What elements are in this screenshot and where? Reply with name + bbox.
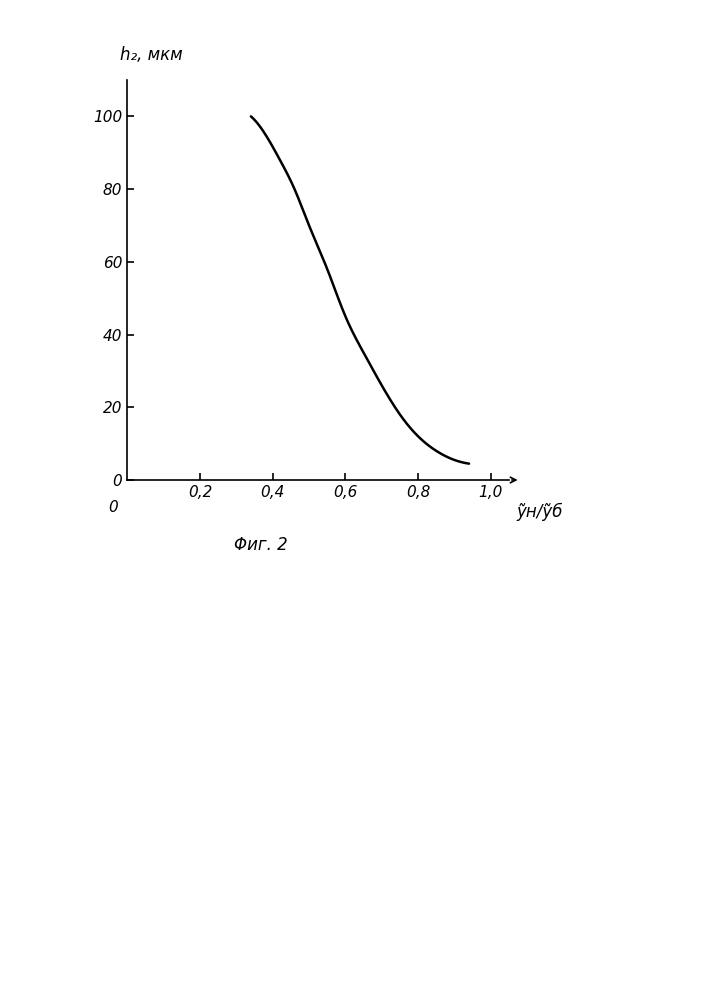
Text: ỹн/ỹб: ỹн/ỹб [517,503,563,521]
Text: Φиг. 2: Φиг. 2 [234,536,288,554]
Text: 0: 0 [108,500,117,515]
Text: h₂, мкм: h₂, мкм [119,46,182,64]
